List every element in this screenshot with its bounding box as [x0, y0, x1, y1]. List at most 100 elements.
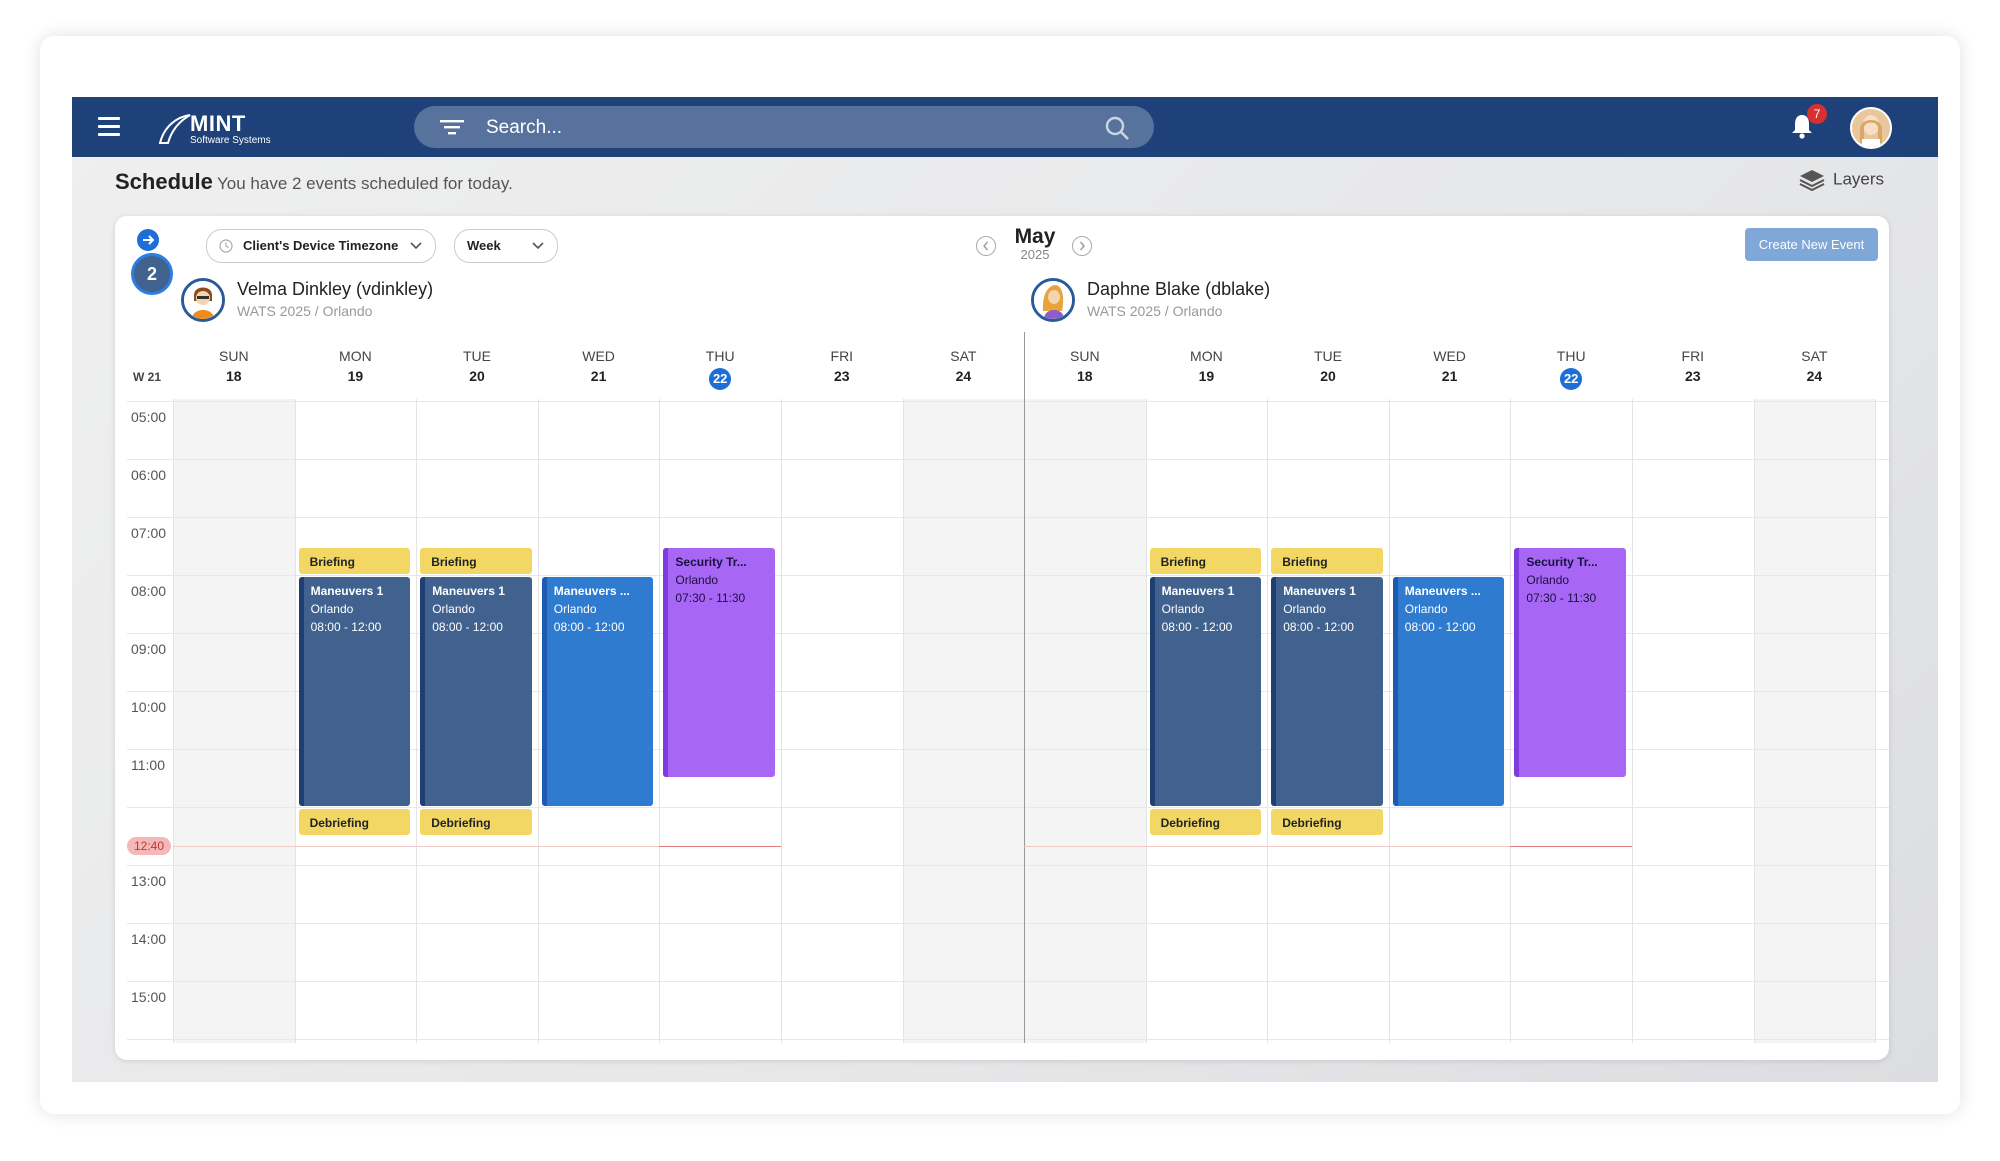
event-maneuvers[interactable]: Maneuvers ... Orlando 08:00 - 12:00 — [1392, 577, 1505, 806]
user-avatar[interactable] — [1850, 107, 1892, 149]
person-divider — [1024, 332, 1025, 1043]
day-date: 18 — [1077, 368, 1093, 384]
menu-icon[interactable] — [98, 117, 120, 137]
year-name: 2025 — [1020, 247, 1050, 262]
view-dropdown[interactable]: Week — [454, 229, 558, 263]
notification-badge: 7 — [1807, 104, 1827, 124]
chevron-down-icon — [410, 242, 422, 250]
hour-line — [127, 923, 1889, 924]
day-name: MON — [339, 348, 372, 364]
event-maneuvers-1[interactable]: Maneuvers 1 Orlando 08:00 - 12:00 — [1149, 577, 1262, 806]
filter-icon[interactable] — [440, 119, 464, 135]
event-title: Debriefing — [1160, 816, 1220, 830]
attendee-avatar — [181, 278, 225, 322]
event-location: Orlando — [432, 602, 475, 616]
event-debriefing[interactable]: Debriefing — [298, 809, 411, 835]
day-header-sat[interactable]: SAT 24 — [903, 348, 1025, 384]
hour-line — [127, 981, 1889, 982]
event-maneuvers-1[interactable]: Maneuvers 1 Orlando 08:00 - 12:00 — [298, 577, 411, 806]
time-label: 05:00 — [131, 409, 167, 425]
logo-subtext: Software Systems — [190, 135, 271, 146]
day-header-fri[interactable]: FRI 23 — [781, 348, 903, 384]
logo[interactable]: MINT Software Systems — [158, 109, 288, 147]
weekend-shade — [902, 399, 1025, 1043]
hour-line — [127, 807, 1889, 808]
event-time: 08:00 - 12:00 — [1283, 620, 1354, 634]
timezone-dropdown[interactable]: Client's Device Timezone — [206, 229, 436, 263]
event-location: Orlando — [675, 573, 719, 587]
day-name: SUN — [1070, 348, 1100, 364]
next-month-button[interactable] — [1072, 236, 1092, 256]
event-debriefing[interactable]: Debriefing — [420, 809, 532, 835]
event-title: Briefing — [1282, 555, 1328, 569]
day-header-tue[interactable]: TUE 20 — [416, 348, 538, 384]
time-label: 07:00 — [131, 525, 167, 541]
day-name: TUE — [462, 348, 491, 364]
event-debriefing[interactable]: Debriefing — [1149, 809, 1262, 835]
page-subtitle: You have 2 events scheduled for today. — [217, 174, 513, 193]
day-name: TUE — [1313, 348, 1342, 364]
chevron-right-icon — [1079, 241, 1085, 251]
day-header-mon[interactable]: MON 19 — [1146, 348, 1268, 384]
day-header-mon[interactable]: MON 19 — [295, 348, 417, 384]
day-header-thu[interactable]: THU 22 — [1510, 348, 1632, 390]
bell-icon[interactable] — [1790, 113, 1814, 139]
event-title: Maneuvers 1 — [310, 584, 384, 598]
event-title: Briefing — [1160, 555, 1206, 569]
day-column-line — [1267, 399, 1269, 1043]
attendee-name: Velma Dinkley (vdinkley) — [237, 279, 434, 299]
calendar-card: 2 Client's Device Timezone Week May 2025… — [115, 216, 1889, 1060]
day-header-wed[interactable]: WED 21 — [538, 348, 660, 384]
event-maneuvers-1[interactable]: Maneuvers 1 Orlando 08:00 - 12:00 — [420, 577, 532, 806]
day-name: SUN — [219, 348, 249, 364]
search-input[interactable] — [484, 112, 1068, 144]
day-date: 20 — [1320, 368, 1336, 384]
day-name: SAT — [950, 348, 977, 364]
current-time-line — [659, 845, 781, 847]
today-marker: 22 — [709, 368, 732, 390]
event-debriefing[interactable]: Debriefing — [1271, 809, 1383, 835]
event-title: Maneuvers 1 — [1161, 584, 1235, 598]
day-column-line — [1632, 399, 1633, 1043]
top-bar: MINT Software Systems 7 — [72, 97, 1938, 157]
event-time: 08:00 - 12:00 — [1404, 620, 1476, 634]
day-column-line — [902, 399, 904, 1043]
day-header-tue[interactable]: TUE 20 — [1267, 348, 1389, 384]
day-column-line — [294, 399, 296, 1043]
event-briefing[interactable]: Briefing — [298, 548, 411, 574]
event-time: 08:00 - 12:00 — [310, 620, 382, 634]
page-title: Schedule — [115, 169, 213, 194]
event-security-tr[interactable]: Security Tr... Orlando 07:30 - 11:30 — [1514, 548, 1626, 777]
event-maneuvers-1[interactable]: Maneuvers 1 Orlando 08:00 - 12:00 — [1271, 577, 1383, 806]
day-header-sat[interactable]: SAT 24 — [1754, 348, 1876, 384]
day-column-line — [537, 399, 539, 1043]
prev-month-button[interactable] — [976, 236, 996, 256]
create-event-button[interactable]: Create New Event — [1745, 228, 1878, 261]
day-date: 19 — [347, 368, 364, 384]
event-briefing[interactable]: Briefing — [1149, 548, 1262, 574]
weekend-shade — [173, 399, 295, 1043]
day-date: 23 — [834, 368, 850, 384]
layers-button[interactable]: Layers — [1799, 169, 1885, 192]
collapse-button[interactable] — [137, 229, 159, 251]
event-maneuvers[interactable]: Maneuvers ... Orlando 08:00 - 12:00 — [541, 577, 654, 806]
event-briefing[interactable]: Briefing — [1271, 548, 1383, 574]
day-header-thu[interactable]: THU 22 — [659, 348, 781, 390]
weekend-shade — [1753, 399, 1876, 1043]
logo-swoosh-icon — [158, 114, 191, 144]
layers-label: Layers — [1833, 169, 1885, 189]
event-location: Orlando — [1404, 602, 1448, 616]
day-header-fri[interactable]: FRI 23 — [1632, 348, 1754, 384]
event-briefing[interactable]: Briefing — [420, 548, 532, 574]
day-header-sun[interactable]: SUN 18 — [173, 348, 295, 384]
day-header-sun[interactable]: SUN 18 — [1024, 348, 1146, 384]
event-time: 08:00 - 12:00 — [1161, 620, 1233, 634]
user-avatar-image — [1852, 109, 1890, 147]
event-security-tr[interactable]: Security Tr... Orlando 07:30 - 11:30 — [663, 548, 775, 777]
day-header-wed[interactable]: WED 21 — [1389, 348, 1511, 384]
time-label: 10:00 — [131, 699, 167, 715]
event-location: Orlando — [310, 602, 354, 616]
search-icon[interactable] — [1104, 115, 1130, 141]
hour-line — [127, 575, 1889, 576]
attendee-count-badge[interactable]: 2 — [131, 253, 173, 295]
